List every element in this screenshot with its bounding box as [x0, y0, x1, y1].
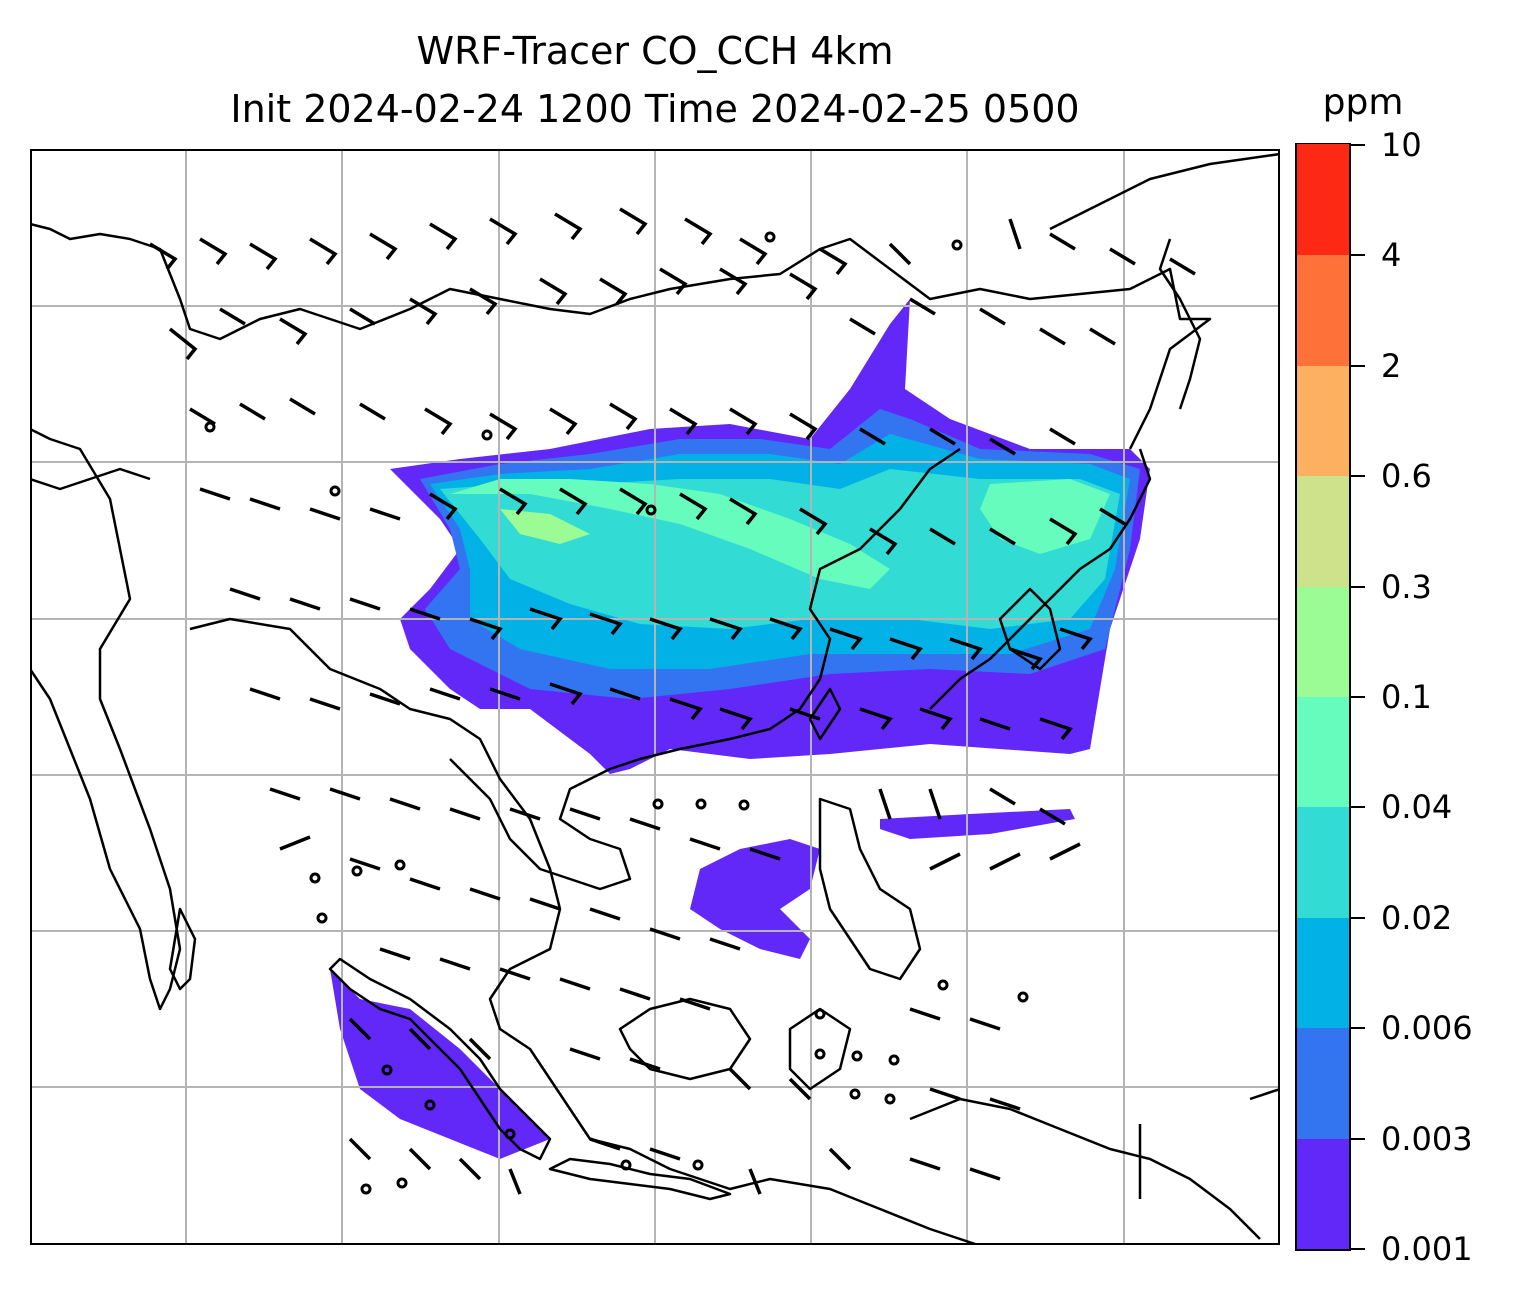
calm-wind-markers	[204, 231, 1029, 1195]
colorbar-segment	[1297, 806, 1349, 918]
colorbar-segment	[1297, 917, 1349, 1029]
colorbar-tick-label: 0.6	[1381, 457, 1432, 496]
colorbar	[1295, 143, 1351, 1251]
tracer-concentration-field	[330, 299, 1150, 1159]
colorbar-tick-label: 0.02	[1381, 898, 1453, 937]
colorbar-tick-label: 0.006	[1381, 1009, 1473, 1048]
colorbar-segment	[1297, 696, 1349, 808]
colorbar-tick	[1351, 364, 1365, 367]
colorbar-tick	[1351, 585, 1365, 588]
colorbar-segment	[1297, 475, 1349, 587]
colorbar-segment	[1297, 1138, 1349, 1249]
map-panel	[30, 149, 1280, 1245]
colorbar-segment	[1297, 1027, 1349, 1139]
chart-subtitle: Init 2024-02-24 1200 Time 2024-02-25 050…	[230, 87, 1080, 131]
colorbar-tick-label: 2	[1381, 346, 1402, 385]
colorbar-tick-label: 0.003	[1381, 1119, 1473, 1158]
colorbar-tick	[1351, 475, 1365, 478]
wind-barbs	[149, 207, 1196, 1195]
plume-level-6	[500, 509, 590, 544]
plume-south-china-sea	[690, 839, 820, 959]
plume-philippine-sea	[880, 809, 1075, 839]
colorbar-tick	[1351, 916, 1365, 919]
colorbar-tick-label: 0.001	[1381, 1230, 1473, 1268]
plume-level-5b	[980, 479, 1110, 554]
colorbar-tick-label: 0.1	[1381, 678, 1432, 716]
colorbar-tick-label: 0.04	[1381, 788, 1453, 827]
colorbar-tick	[1351, 1248, 1365, 1250]
colorbar-tick	[1351, 144, 1365, 146]
colorbar-tick-label: 10	[1381, 126, 1422, 164]
colorbar-tick	[1351, 254, 1365, 257]
colorbar-tick	[1351, 1027, 1365, 1030]
colorbar-tick	[1351, 1137, 1365, 1140]
colorbar-segment	[1297, 586, 1349, 697]
plume-level-5	[450, 479, 890, 589]
colorbar-unit: ppm	[1322, 82, 1404, 123]
colorbar-tick-label: 4	[1381, 236, 1402, 275]
colorbar-segment	[1297, 144, 1349, 256]
plume-sumatra	[330, 969, 550, 1159]
coastlines	[30, 152, 1280, 1245]
colorbar-segment	[1297, 254, 1349, 366]
colorbar-tick	[1351, 806, 1365, 809]
colorbar-tick-label: 0.3	[1381, 567, 1432, 606]
colorbar-segment	[1297, 365, 1349, 477]
colorbar-tick	[1351, 696, 1365, 698]
chart-title: WRF-Tracer CO_CCH 4km	[416, 29, 894, 73]
